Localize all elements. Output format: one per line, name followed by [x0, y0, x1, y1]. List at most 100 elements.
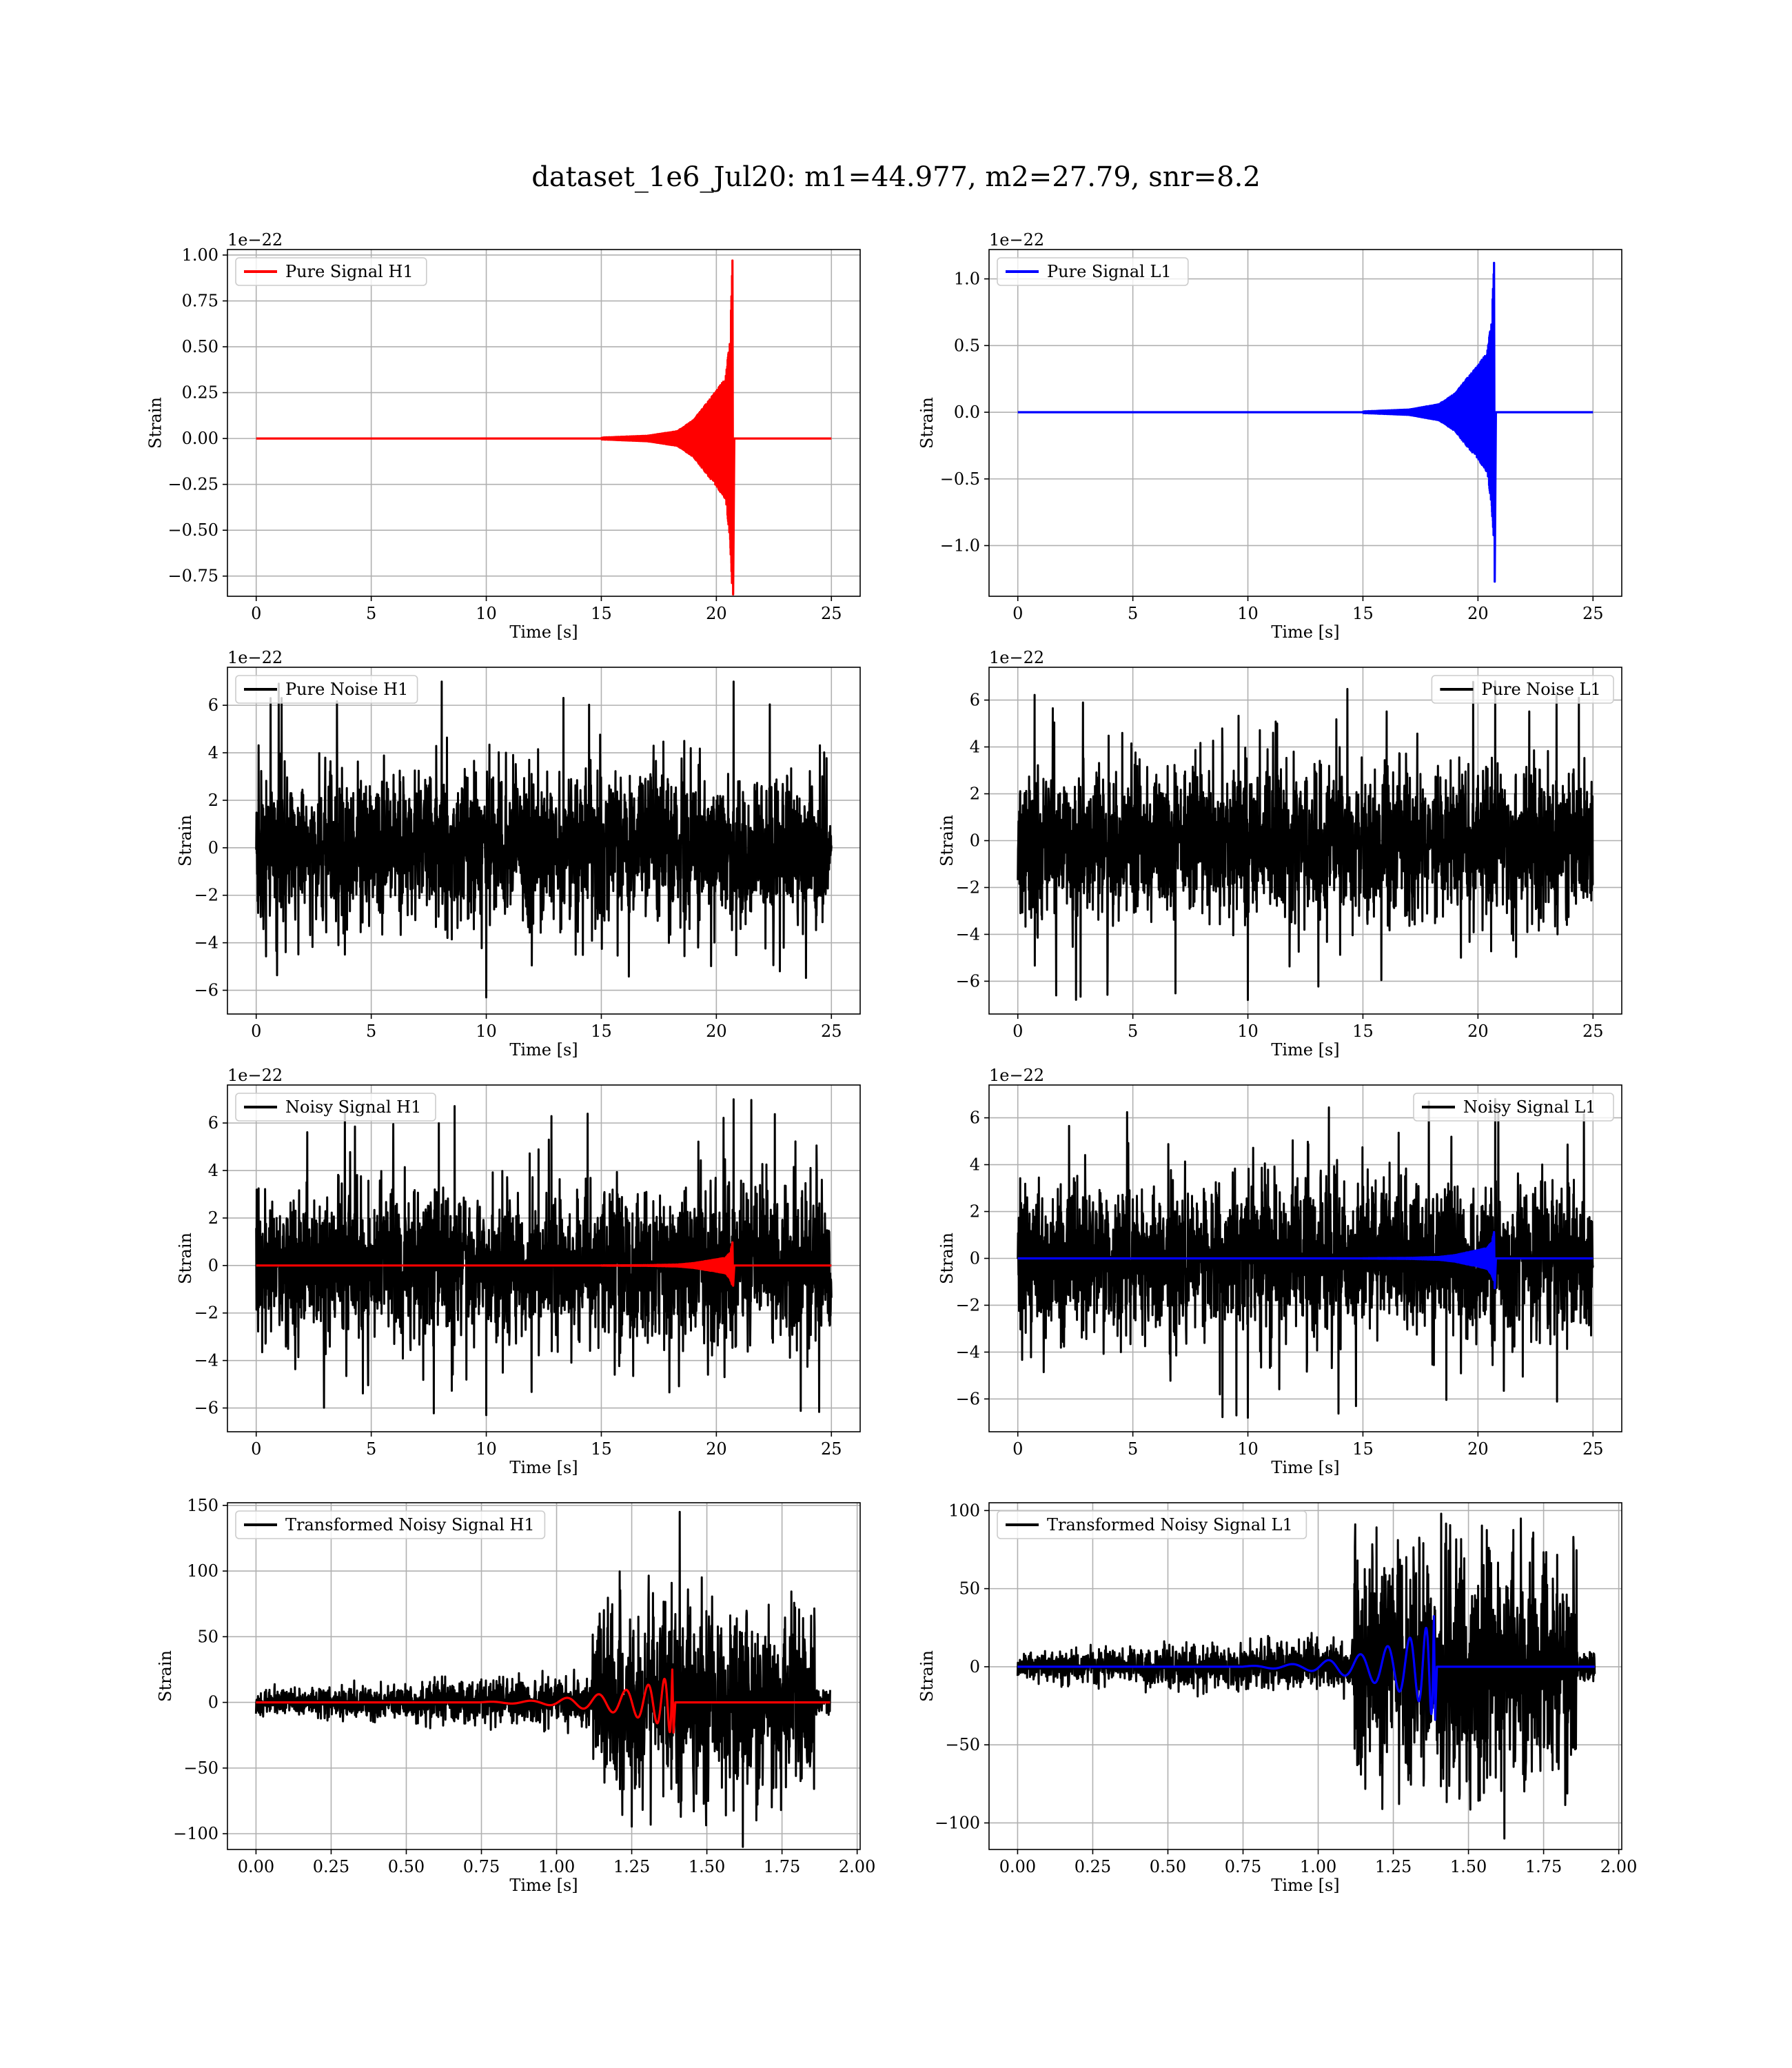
legend-label: Noisy Signal L1 — [1463, 1097, 1596, 1117]
legend-label: Pure Noise H1 — [285, 680, 408, 699]
x-tick-label: 10 — [1237, 1022, 1259, 1041]
series-layer — [255, 680, 833, 999]
x-axis-label: Time [s] — [1271, 622, 1339, 642]
subplot-noisy-signal-l1: 0 5 10 15 20 25 −6 −4 −2 0 2 4 6 Time [s] Strain 1e−22 N… — [937, 1066, 1622, 1477]
legend: Noisy Signal H1 — [235, 1093, 436, 1122]
y-tick-label: 0 — [970, 1249, 980, 1268]
y-axis-label: Strain — [156, 1650, 175, 1702]
x-tick-label: 0 — [1012, 1439, 1023, 1459]
subplot-noisy-signal-h1: 0 5 10 15 20 25 −6 −4 −2 0 2 4 6 Time [s] Strain 1e−22N… — [176, 1066, 861, 1477]
x-tick-label: 0.75 — [463, 1857, 500, 1876]
y-tick-label: −0.50 — [167, 520, 218, 540]
y-tick-label: 4 — [970, 1155, 980, 1175]
figure-title: dataset_1e6_Jul20: m1=44.977, m2=27.79, … — [531, 161, 1261, 193]
axes-frame — [988, 1502, 1622, 1850]
x-tick-label: 15 — [1352, 1439, 1374, 1459]
x-tick-label: 1.00 — [538, 1857, 575, 1876]
legend-label: Pure Signal H1 — [285, 262, 414, 281]
y-axis-label: Strain — [917, 397, 937, 449]
series-line-overlay-1 — [1017, 1230, 1594, 1290]
y-tick-label: −4 — [956, 924, 980, 944]
y-tick-label: −0.75 — [167, 567, 218, 586]
legend-box — [235, 1093, 436, 1122]
series-layer — [256, 259, 832, 596]
series-line-pure-signal-l1 — [1017, 261, 1594, 583]
y-tick-label: 0 — [208, 1693, 218, 1712]
x-tick-label: 15 — [591, 1022, 612, 1041]
y-tick-label: 100 — [187, 1561, 218, 1581]
x-tick-label: 20 — [1467, 604, 1489, 623]
y-axis-label: Strain — [146, 397, 165, 449]
x-tick-label: 1.00 — [1300, 1857, 1336, 1876]
legend: Pure Signal L1 — [997, 257, 1189, 286]
axes-frame — [227, 1502, 861, 1850]
y-tick-label: −100 — [935, 1813, 980, 1832]
x-tick-label: 1.25 — [613, 1857, 650, 1876]
x-tick-label: 1.75 — [1525, 1857, 1562, 1876]
x-tick-label: 20 — [706, 1439, 727, 1459]
legend: Pure Signal H1 — [235, 257, 427, 286]
y-tick-label: 0.25 — [182, 383, 218, 403]
legend-box — [1431, 675, 1614, 704]
series-line-noisy-signal-l1 — [1017, 1097, 1594, 1419]
x-tick-label: 20 — [706, 604, 727, 623]
y-tick-label: 50 — [959, 1579, 980, 1599]
x-tick-label: 25 — [821, 604, 842, 623]
y-tick-label: −2 — [194, 886, 218, 905]
x-tick-label: 0 — [1012, 604, 1023, 623]
x-tick-label: 5 — [366, 1439, 376, 1459]
y-tick-label: −6 — [194, 1399, 218, 1418]
y-tick-label: −4 — [956, 1342, 980, 1361]
y-tick-label: −2 — [956, 1295, 980, 1315]
subplot-grid: 0 5 10 15 20 25−0.75−0.50−0.250.000.250.500.7… — [146, 230, 1638, 1895]
x-tick-label: 5 — [1128, 1439, 1138, 1459]
x-axis-label: Time [s] — [509, 1040, 578, 1060]
series-layer — [1016, 1512, 1596, 1840]
y-tick-label: −6 — [194, 981, 218, 1000]
x-tick-label: 25 — [1582, 604, 1604, 623]
y-tick-label: 6 — [970, 1108, 980, 1128]
y-tick-label: 0.5 — [954, 336, 980, 355]
x-tick-label: 10 — [1237, 604, 1259, 623]
series-layer — [255, 1098, 833, 1417]
y-tick-label: 6 — [970, 691, 980, 710]
y-tick-label: 1.00 — [182, 245, 218, 265]
x-tick-label: 2.00 — [1600, 1857, 1637, 1876]
y-tick-label: 0.00 — [182, 429, 218, 448]
x-tick-label: 15 — [1352, 604, 1374, 623]
y-tick-label: 0 — [208, 838, 218, 858]
y-tick-label: −6 — [956, 971, 980, 991]
legend-box — [1413, 1093, 1614, 1122]
y-tick-label: −1.0 — [940, 536, 980, 555]
axes-background — [989, 250, 1622, 596]
y-tick-label: −4 — [194, 933, 218, 953]
y-tick-label: 0 — [208, 1256, 218, 1275]
x-tick-label: 10 — [1237, 1439, 1259, 1459]
x-tick-label: 25 — [821, 1022, 842, 1041]
legend: Transformed Noisy Signal L1 — [997, 1510, 1307, 1539]
y-tick-label: 2 — [970, 1202, 980, 1221]
x-tick-label: 15 — [1352, 1022, 1374, 1041]
legend-label: Transformed Noisy Signal L1 — [1047, 1515, 1293, 1534]
y-tick-label: 150 — [187, 1496, 218, 1515]
x-tick-label: 2.00 — [839, 1857, 875, 1876]
x-axis-label: Time [s] — [1271, 1040, 1339, 1060]
y-offset-label: 1e−22 — [227, 648, 283, 667]
y-tick-label: 6 — [208, 696, 218, 715]
x-tick-label: 20 — [1467, 1439, 1489, 1459]
y-tick-label: 0 — [970, 1657, 980, 1676]
y-tick-label: 50 — [197, 1627, 218, 1646]
subplot-transformed-noisy-signal-l1: 0.00 0.25 0.50 0.75 1.00 1.25 1.50 1.75 2.00 −100… — [917, 1501, 1637, 1895]
subplot-pure-noise-h1: 0 5 10 15 20 25 −6 −4 −2 0 2 4 6 Time [s] Strain 1e−22P… — [176, 648, 861, 1060]
x-axis-label: Time [s] — [509, 622, 578, 642]
x-tick-label: 1.75 — [764, 1857, 800, 1876]
y-tick-label: 0.75 — [182, 292, 218, 311]
series-layer — [1017, 680, 1594, 1002]
legend-box — [235, 1510, 546, 1539]
y-offset-label: 1e−22 — [227, 1066, 283, 1085]
series-line-transformed-noisy-signal-h1 — [254, 1510, 831, 1848]
y-tick-label: 4 — [208, 1161, 218, 1180]
y-tick-label: −50 — [183, 1758, 218, 1778]
axes-background — [227, 250, 860, 596]
